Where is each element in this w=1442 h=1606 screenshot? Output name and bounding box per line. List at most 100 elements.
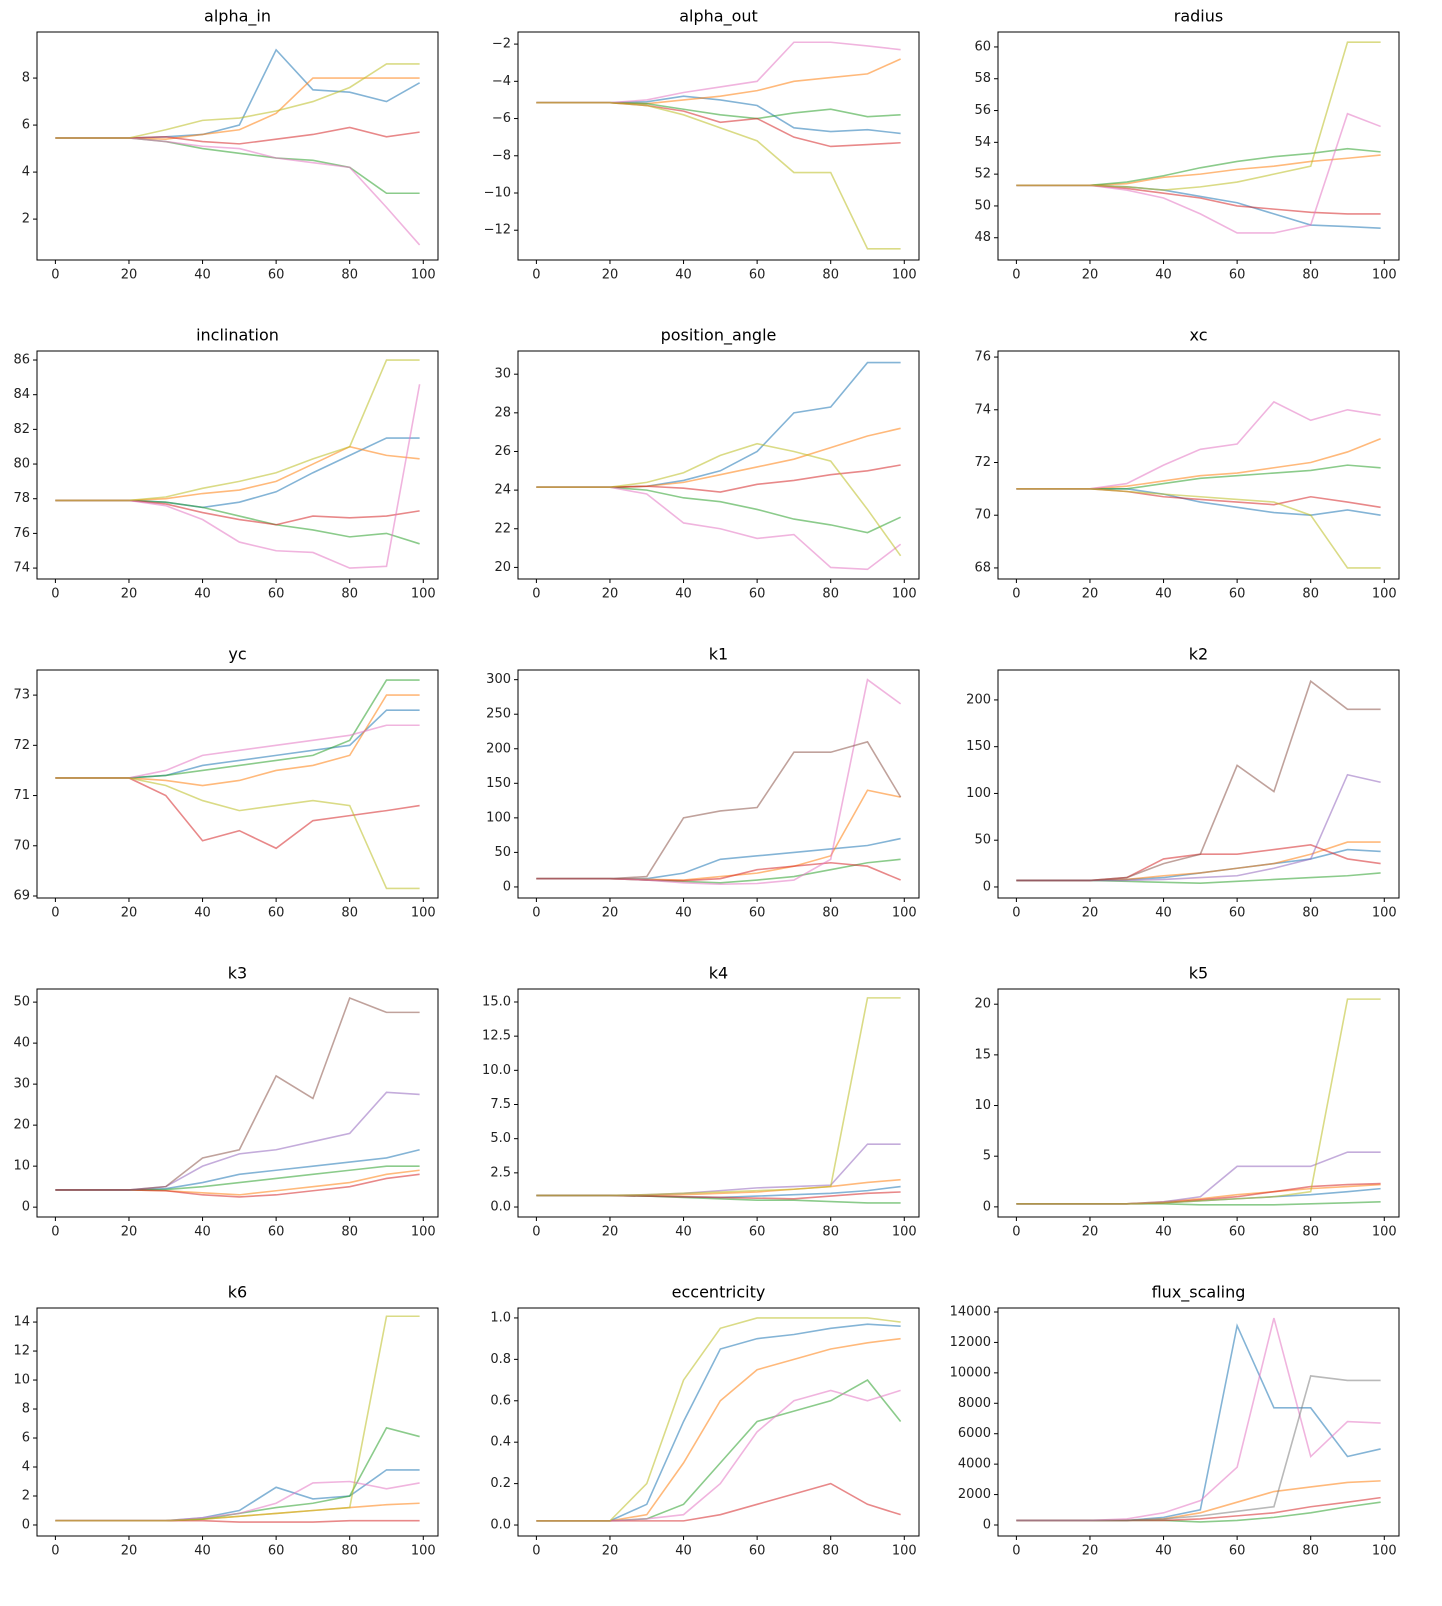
y-tick-label: 10.0 bbox=[482, 1063, 511, 1078]
x-tick-label: 20 bbox=[602, 1544, 619, 1559]
chain-line bbox=[536, 1194, 901, 1204]
x-tick-label: 80 bbox=[341, 1225, 358, 1240]
x-tick-label: 100 bbox=[1372, 268, 1397, 283]
y-tick-label: −2 bbox=[492, 37, 511, 52]
y-tick-label: 4000 bbox=[958, 1457, 991, 1472]
y-tick-label: 60 bbox=[974, 39, 991, 54]
axes-frame bbox=[997, 31, 1400, 261]
subplot-title: k6 bbox=[228, 1283, 247, 1302]
y-tick-label: 6 bbox=[22, 118, 30, 133]
x-tick-label: 100 bbox=[411, 268, 436, 283]
chain-line bbox=[1016, 112, 1381, 234]
chain-line bbox=[1016, 1317, 1381, 1522]
chain-line bbox=[1016, 488, 1381, 517]
y-tick-label: 76 bbox=[13, 526, 30, 541]
chain-line bbox=[55, 137, 421, 246]
chain-line bbox=[55, 499, 420, 545]
y-tick-label: 0.0 bbox=[490, 1518, 511, 1533]
subplot-title: eccentricity bbox=[672, 1283, 766, 1302]
y-tick-label: 150 bbox=[966, 739, 991, 754]
chain-line bbox=[1016, 1323, 1381, 1522]
y-tick-label: 0 bbox=[22, 1517, 30, 1532]
x-tick-label: 60 bbox=[749, 268, 766, 283]
y-tick-label: 8 bbox=[22, 1402, 30, 1417]
chain-line bbox=[1016, 773, 1381, 882]
x-tick-label: 0 bbox=[1012, 1225, 1020, 1240]
y-tick-label: 73 bbox=[13, 688, 30, 703]
y-tick-label: 14000 bbox=[950, 1305, 991, 1320]
y-tick-label: 7.5 bbox=[490, 1097, 511, 1112]
y-tick-label: 0 bbox=[503, 879, 511, 894]
chain-line bbox=[536, 1389, 901, 1522]
chain-line bbox=[55, 679, 420, 779]
x-tick-label: 0 bbox=[51, 587, 59, 602]
chain-line bbox=[536, 101, 901, 250]
y-tick-label: 71 bbox=[13, 788, 30, 803]
y-tick-label: 0.4 bbox=[490, 1435, 511, 1450]
chain-line bbox=[1016, 41, 1381, 191]
y-tick-label: 52 bbox=[974, 167, 991, 182]
y-tick-label: 72 bbox=[974, 455, 991, 470]
y-tick-label: 2 bbox=[22, 1488, 30, 1503]
x-tick-label: 40 bbox=[675, 587, 692, 602]
x-tick-label: 0 bbox=[532, 268, 540, 283]
y-tick-label: 2.5 bbox=[490, 1165, 511, 1180]
chain-line bbox=[536, 837, 901, 880]
chain-line bbox=[536, 1323, 901, 1522]
y-tick-label: 0 bbox=[22, 1200, 30, 1215]
chain-line bbox=[536, 678, 902, 885]
x-tick-label: 100 bbox=[892, 906, 917, 921]
chain-line bbox=[1016, 679, 1381, 882]
x-tick-label: 60 bbox=[268, 1544, 285, 1559]
y-tick-label: 300 bbox=[486, 672, 511, 687]
y-tick-label: −8 bbox=[492, 148, 511, 163]
y-tick-label: 200 bbox=[486, 741, 511, 756]
y-tick-label: 200 bbox=[966, 692, 991, 707]
y-tick-label: 2000 bbox=[958, 1487, 991, 1502]
chain-line bbox=[536, 95, 901, 135]
y-tick-label: −12 bbox=[484, 223, 511, 238]
y-tick-label: 250 bbox=[486, 707, 511, 722]
x-tick-label: 40 bbox=[194, 587, 211, 602]
chain-line bbox=[536, 1337, 901, 1522]
y-tick-label: 12.5 bbox=[482, 1029, 511, 1044]
x-tick-label: 20 bbox=[602, 1225, 619, 1240]
y-tick-label: 1.0 bbox=[490, 1310, 511, 1325]
chain-line bbox=[536, 58, 901, 105]
x-tick-label: 60 bbox=[268, 1225, 285, 1240]
chain-line bbox=[55, 445, 420, 502]
x-tick-label: 100 bbox=[1372, 1225, 1397, 1240]
chain-line bbox=[1016, 844, 1381, 882]
y-tick-label: 4 bbox=[22, 165, 30, 180]
subplot-title: alpha_in bbox=[204, 7, 271, 27]
x-tick-label: 100 bbox=[411, 1544, 436, 1559]
y-tick-label: 30 bbox=[494, 367, 511, 382]
y-tick-label: 70 bbox=[13, 838, 30, 853]
y-tick-label: 74 bbox=[13, 561, 30, 576]
axes-frame bbox=[997, 669, 1400, 899]
x-tick-label: 20 bbox=[602, 268, 619, 283]
y-tick-label: 76 bbox=[974, 350, 991, 365]
axes-frame bbox=[997, 350, 1400, 580]
y-tick-label: 10 bbox=[974, 1098, 991, 1113]
x-tick-label: 60 bbox=[1229, 906, 1246, 921]
x-tick-label: 60 bbox=[268, 906, 285, 921]
chain-line bbox=[1016, 488, 1381, 509]
chain-line bbox=[536, 442, 902, 557]
chain-line bbox=[55, 694, 420, 787]
chain-line bbox=[1016, 841, 1381, 882]
x-tick-label: 60 bbox=[749, 906, 766, 921]
x-tick-label: 80 bbox=[822, 1544, 839, 1559]
y-tick-label: 30 bbox=[13, 1077, 30, 1092]
chain-line bbox=[55, 777, 420, 890]
subplot-title: yc bbox=[228, 645, 246, 664]
chain-line bbox=[55, 1173, 420, 1198]
x-tick-label: 40 bbox=[194, 1225, 211, 1240]
subplot-title: flux_scaling bbox=[1152, 1283, 1246, 1303]
chain-line bbox=[1016, 464, 1381, 490]
x-tick-label: 80 bbox=[822, 268, 839, 283]
chain-line bbox=[536, 1482, 901, 1522]
chain-line bbox=[1016, 184, 1381, 229]
